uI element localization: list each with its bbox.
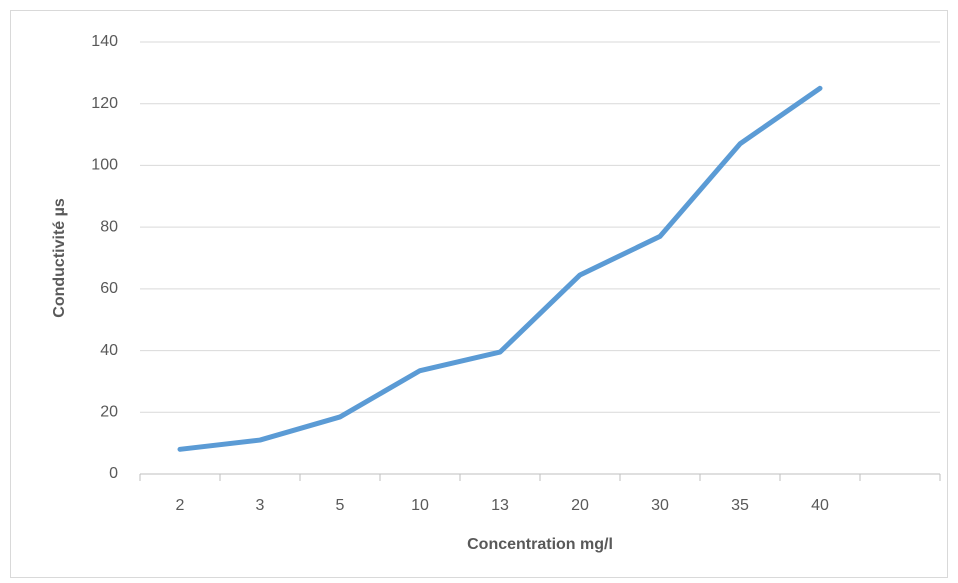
- y-tick-label: 40: [100, 342, 118, 359]
- y-tick-label: 120: [91, 95, 118, 112]
- x-tick-label: 5: [336, 497, 345, 514]
- x-tick-label: 3: [256, 497, 265, 514]
- x-tick-label: 30: [651, 497, 669, 514]
- chart-frame: [10, 10, 948, 578]
- x-tick-label: 10: [411, 497, 429, 514]
- y-tick-label: 100: [91, 157, 118, 174]
- y-axis-title: Conductivité µs: [51, 198, 68, 318]
- y-tick-label: 0: [109, 465, 118, 482]
- y-tick-label: 20: [100, 404, 118, 421]
- x-tick-label: 20: [571, 497, 589, 514]
- x-tick-label: 40: [811, 497, 829, 514]
- x-tick-label: 2: [176, 497, 185, 514]
- y-tick-label: 80: [100, 218, 118, 235]
- x-tick-label: 13: [491, 497, 509, 514]
- x-axis-title: Concentration mg/l: [467, 536, 613, 553]
- x-tick-label: 35: [731, 497, 749, 514]
- data-line: [177, 85, 823, 452]
- y-tick-label: 140: [91, 33, 118, 50]
- y-tick-label: 60: [100, 280, 118, 297]
